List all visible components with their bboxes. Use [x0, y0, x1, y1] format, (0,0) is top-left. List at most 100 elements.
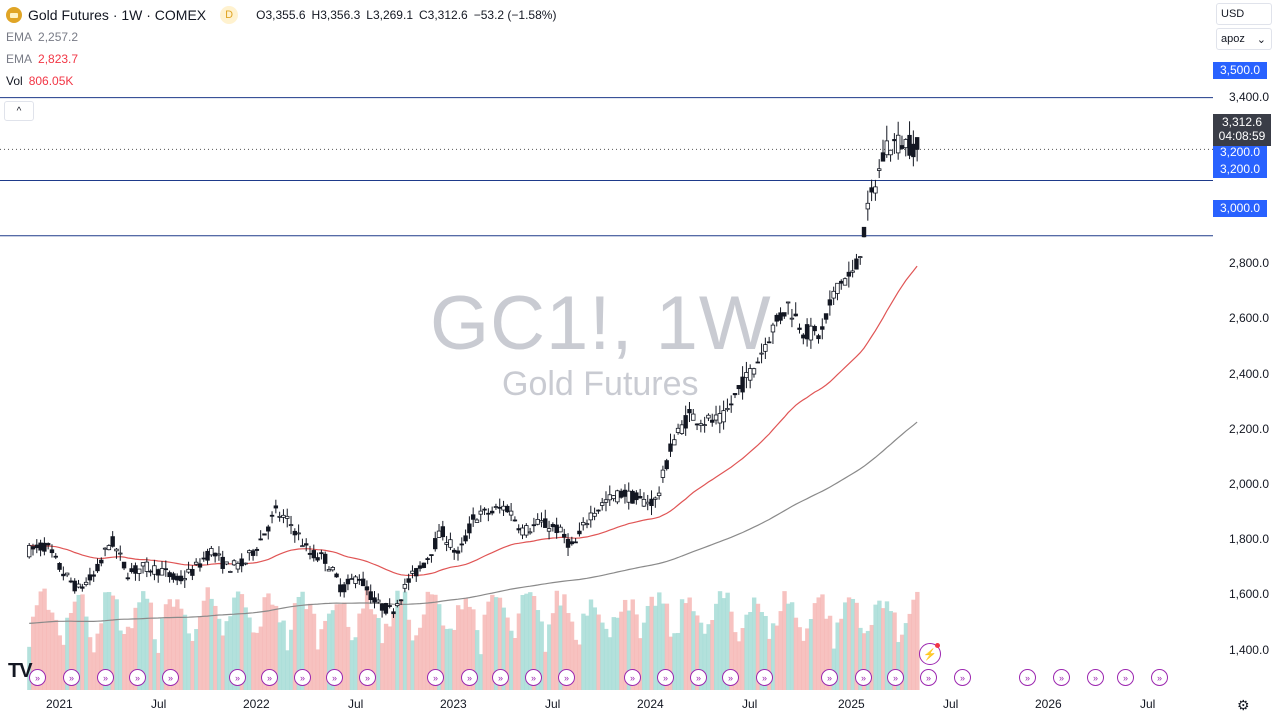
candle-down: [391, 611, 396, 615]
candle-up: [410, 570, 415, 574]
volume-bar: [281, 620, 286, 690]
level-tag-3200-alt[interactable]: 3,200.0: [1213, 161, 1267, 178]
candle-down: [72, 580, 77, 592]
event-arrow-icon[interactable]: »: [326, 669, 343, 686]
candle-up: [759, 352, 764, 355]
lightning-icon[interactable]: ⚡: [919, 643, 941, 665]
volume-bar: [399, 599, 404, 690]
level-tag-3000[interactable]: 3,000.0: [1213, 200, 1267, 217]
volume-bar: [649, 596, 654, 690]
event-arrow-icon[interactable]: »: [1117, 669, 1134, 686]
price-chart[interactable]: [0, 0, 1213, 690]
event-arrow-icon[interactable]: »: [97, 669, 114, 686]
volume-bar: [862, 633, 867, 690]
volume-bar: [858, 627, 863, 690]
candle-up: [186, 568, 191, 573]
event-arrow-icon[interactable]: »: [756, 669, 773, 686]
volume-row[interactable]: Vol 806.05K: [6, 70, 556, 92]
volume-bar: [27, 646, 32, 690]
candle-down: [562, 533, 567, 538]
event-arrow-icon[interactable]: »: [492, 669, 509, 686]
volume-bar: [296, 596, 302, 690]
currency-button[interactable]: USD: [1216, 3, 1272, 25]
volume-bar: [733, 632, 738, 690]
volume-bar: [797, 627, 802, 690]
candle-down: [372, 597, 377, 603]
event-arrow-icon[interactable]: »: [1019, 669, 1036, 686]
event-arrow-icon[interactable]: »: [690, 669, 707, 686]
event-arrow-icon[interactable]: »: [359, 669, 376, 686]
event-arrow-icon[interactable]: »: [129, 669, 146, 686]
event-arrow-icon[interactable]: »: [525, 669, 542, 686]
event-arrow-icon[interactable]: »: [29, 669, 46, 686]
volume-bar: [357, 613, 362, 690]
candle-up: [144, 561, 150, 572]
event-arrow-icon[interactable]: »: [887, 669, 904, 686]
event-arrow-icon[interactable]: »: [1053, 669, 1070, 686]
volume-bar: [194, 629, 199, 690]
candle-down: [57, 563, 62, 570]
volume-bar: [528, 592, 533, 690]
event-arrow-icon[interactable]: »: [229, 669, 246, 686]
volume-bar: [197, 616, 203, 690]
event-arrow-icon[interactable]: »: [461, 669, 478, 686]
volume-bar: [368, 609, 374, 690]
event-arrow-icon[interactable]: »: [722, 669, 739, 686]
event-arrow-icon[interactable]: »: [821, 669, 838, 686]
event-arrow-icon[interactable]: »: [427, 669, 444, 686]
ema-fast-row[interactable]: EMA 2,823.7: [6, 48, 556, 70]
event-arrow-icon[interactable]: »: [1087, 669, 1104, 686]
volume-bar: [539, 621, 544, 690]
event-arrow-icon[interactable]: »: [261, 669, 278, 686]
volume-bar: [740, 628, 745, 690]
candle-up: [717, 413, 723, 424]
event-arrow-icon[interactable]: »: [954, 669, 971, 686]
volume-bar: [463, 598, 468, 690]
volume-bar: [46, 609, 51, 690]
volume-bar: [444, 628, 450, 690]
candle-down: [406, 578, 411, 583]
event-arrow-icon[interactable]: »: [624, 669, 641, 686]
volume-bar: [387, 626, 393, 690]
event-arrow-icon[interactable]: »: [1151, 669, 1168, 686]
candle-down: [341, 584, 347, 593]
level-tag-3500[interactable]: 3,500.0: [1213, 62, 1267, 79]
volume-bar: [156, 652, 161, 690]
symbol-title[interactable]: Gold Futures · 1W · COMEX: [28, 7, 207, 23]
event-arrow-icon[interactable]: »: [63, 669, 80, 686]
chevron-up-icon[interactable]: ^: [4, 101, 34, 121]
volume-bar: [653, 605, 658, 690]
candle-down: [345, 578, 351, 585]
gear-icon[interactable]: ⚙: [1237, 697, 1250, 713]
candle-up: [209, 548, 214, 556]
scale-mode-button[interactable]: apoz ⌄: [1216, 28, 1272, 50]
event-arrow-icon[interactable]: »: [920, 669, 937, 686]
candle-down: [315, 557, 320, 561]
candle-up: [182, 578, 187, 581]
candle-up: [281, 514, 286, 518]
volume-value: 806.05K: [28, 74, 74, 88]
tradingview-logo[interactable]: TV: [8, 660, 33, 682]
volume-bar: [854, 602, 859, 690]
candle-down: [87, 574, 93, 581]
price-axis[interactable]: 3,400.0 2,800.0 2,600.0 2,400.0 2,200.0 …: [1213, 0, 1279, 690]
chevron-down-icon: ⌄: [1256, 33, 1266, 46]
close-label: C: [419, 8, 428, 22]
event-arrow-icon[interactable]: »: [558, 669, 575, 686]
volume-bar: [729, 611, 734, 690]
volume-bar: [615, 617, 620, 690]
event-arrow-icon[interactable]: »: [162, 669, 179, 686]
event-arrow-icon[interactable]: »: [294, 669, 311, 686]
event-arrow-icon[interactable]: »: [657, 669, 674, 686]
delayed-badge[interactable]: D: [220, 6, 239, 24]
price-tick: 1,800.0: [1228, 532, 1269, 546]
volume-bar: [573, 639, 579, 690]
volume-bar: [660, 603, 666, 690]
candle-up: [751, 368, 757, 375]
time-tick: Jul: [348, 697, 364, 711]
level-tag-3200[interactable]: 3,200.0: [1213, 144, 1267, 161]
candle-up: [247, 550, 252, 554]
event-arrow-icon[interactable]: »: [855, 669, 872, 686]
candle-up: [850, 270, 855, 273]
ema-slow-row[interactable]: EMA 2,257.2: [6, 26, 556, 48]
